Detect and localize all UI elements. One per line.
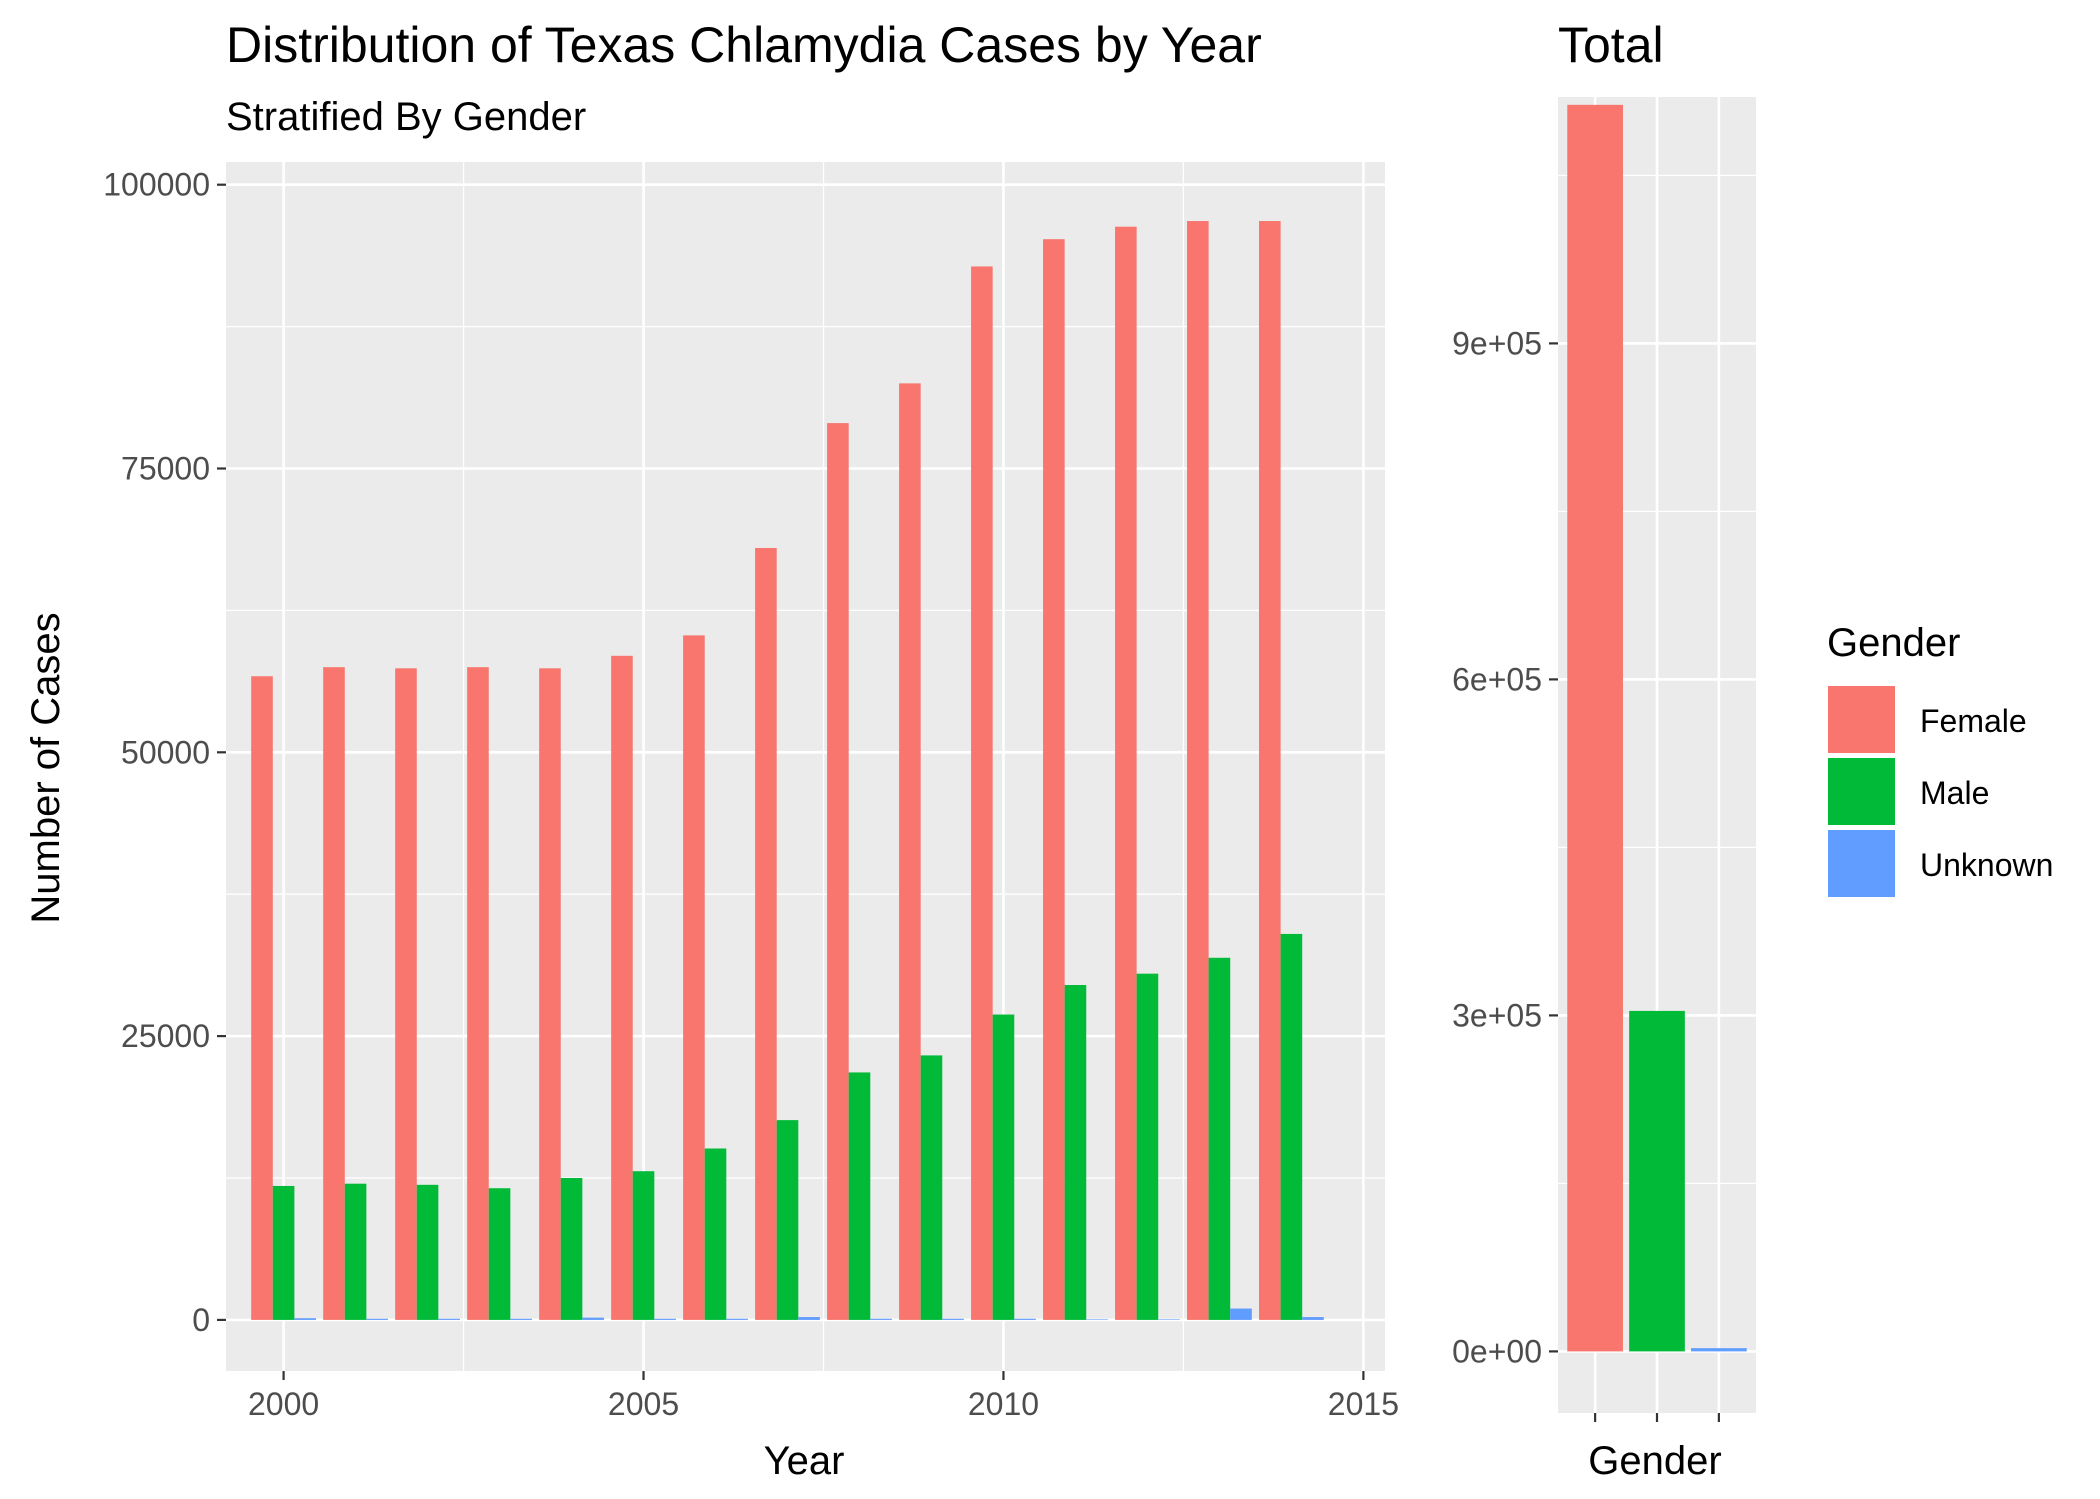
y-tick-label: 0 [192, 1302, 210, 1338]
bar-male [344, 1183, 367, 1320]
total-plot-panel: 0e+00 3e+05 6e+05 9e+05 [1452, 97, 1756, 1422]
bar-male [1280, 933, 1303, 1320]
bar-female [1043, 239, 1065, 1320]
bar-female [539, 668, 561, 1320]
y-tick-label: 50000 [121, 734, 210, 770]
bar-male [488, 1188, 511, 1320]
bar-female [1115, 226, 1137, 1320]
bar-unknown [1158, 1319, 1180, 1320]
bar-male [704, 1148, 727, 1320]
bar-female [395, 668, 417, 1320]
bar-unknown [294, 1318, 316, 1320]
bar-unknown [366, 1318, 388, 1320]
bar-female [1187, 221, 1209, 1320]
total-x-axis-title: Gender [1588, 1439, 1721, 1483]
y-tick-label: 25000 [121, 1018, 210, 1054]
y-tick-label: 75000 [121, 451, 210, 487]
bar-male [560, 1178, 583, 1320]
bar-female [755, 547, 777, 1320]
y-axis-title: Number of Cases [24, 612, 68, 923]
bar-unknown [1014, 1318, 1036, 1320]
bar-female [611, 655, 633, 1320]
bar-unknown [582, 1317, 604, 1320]
x-tick-label: 2010 [968, 1386, 1039, 1422]
bar-unknown [438, 1318, 460, 1320]
bar-female [827, 423, 849, 1320]
x-axis-title: Year [764, 1439, 845, 1483]
main-plot-panel: 0 25000 50000 75000 100000 2000 2005 2010 2015 [103, 162, 1399, 1422]
x-tick-label: 2015 [1328, 1386, 1399, 1422]
legend-label-male: Male [1920, 775, 1989, 811]
total-bar-unknown [1691, 1348, 1747, 1352]
bar-female [899, 383, 921, 1320]
bar-unknown [654, 1318, 676, 1320]
bar-female [1259, 221, 1281, 1320]
x-tick-label: 2000 [248, 1386, 319, 1422]
total-y-tick-label: 6e+05 [1452, 661, 1542, 697]
bar-unknown [510, 1318, 532, 1320]
bar-male [632, 1171, 655, 1320]
total-bar-male [1629, 1010, 1685, 1352]
bar-female [467, 667, 489, 1320]
bar-unknown [942, 1318, 964, 1320]
bar-female [971, 266, 993, 1320]
bar-male [1064, 985, 1087, 1320]
total-chart-title: Total [1558, 17, 1664, 73]
bar-unknown [1302, 1317, 1324, 1320]
bar-female [323, 667, 345, 1320]
bar-male [776, 1120, 799, 1320]
bar-female [683, 635, 705, 1320]
legend-key-unknown [1828, 830, 1895, 897]
bar-unknown [726, 1318, 748, 1320]
legend-key-female [1828, 686, 1895, 753]
x-tick-label: 2005 [608, 1386, 679, 1422]
legend-title: Gender [1827, 621, 1960, 665]
legend-label-unknown: Unknown [1920, 847, 2053, 883]
total-y-tick-label: 3e+05 [1452, 997, 1542, 1033]
bar-male [272, 1185, 295, 1320]
legend-key-male [1828, 758, 1895, 825]
bar-unknown [870, 1318, 892, 1320]
bar-unknown [798, 1317, 820, 1320]
total-y-tick-label: 0e+00 [1452, 1333, 1542, 1369]
legend: Gender Female Male Unknown [1827, 621, 2053, 897]
total-y-tick-label: 9e+05 [1452, 325, 1542, 361]
bar-male [992, 1014, 1015, 1320]
bar-unknown [1230, 1308, 1252, 1320]
bar-male [920, 1055, 943, 1320]
total-bar-female [1567, 104, 1623, 1352]
bar-unknown [1086, 1319, 1108, 1320]
chart-subtitle: Stratified By Gender [226, 95, 586, 139]
bar-male [1208, 957, 1231, 1320]
bar-female [251, 676, 273, 1320]
chart-title: Distribution of Texas Chlamydia Cases by… [226, 17, 1262, 73]
bar-male [848, 1072, 871, 1320]
bar-male [1136, 973, 1159, 1320]
legend-label-female: Female [1920, 703, 2027, 739]
y-tick-label: 100000 [103, 167, 210, 203]
bar-male [416, 1184, 439, 1320]
